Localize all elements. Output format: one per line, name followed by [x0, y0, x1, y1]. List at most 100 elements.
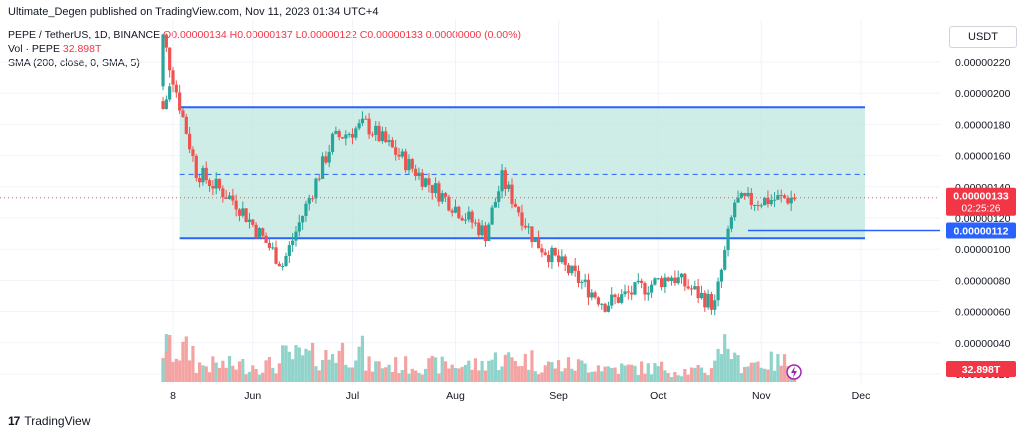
volume-bar — [423, 368, 428, 382]
volume-bar — [384, 367, 388, 382]
volume-bar — [197, 362, 202, 382]
candle-body — [560, 256, 564, 263]
candle-body — [267, 242, 271, 248]
volume-bar — [257, 374, 262, 382]
candle-body — [743, 192, 747, 197]
volume-bar — [254, 369, 258, 382]
candle-body — [334, 131, 338, 134]
candle-body — [739, 192, 743, 198]
candle-body — [271, 247, 275, 249]
volume-bar — [739, 373, 743, 382]
currency-unit-button[interactable]: USDT — [949, 26, 1017, 48]
volume-bar — [460, 366, 464, 382]
candle-body — [590, 292, 594, 298]
volume-bar — [616, 373, 620, 382]
candle-body — [583, 279, 587, 282]
volume-bar — [244, 374, 248, 382]
candle-body — [310, 198, 315, 200]
volume-bar — [207, 372, 212, 382]
candle-body — [457, 206, 461, 219]
candle-body — [686, 286, 690, 289]
volume-bar — [769, 351, 773, 382]
volume-bar — [450, 364, 454, 382]
volume-bar — [274, 373, 278, 382]
volume-bar — [470, 369, 474, 382]
volume-bar — [487, 360, 491, 382]
candle-body — [420, 172, 424, 187]
volume-bar — [354, 360, 358, 382]
time-axis[interactable]: 8 Jun Jul Aug Sep Oct Nov Dec — [170, 390, 870, 402]
candle-body — [543, 252, 547, 255]
candle-body — [168, 47, 172, 71]
candle-body — [776, 195, 780, 200]
candle-body — [194, 155, 198, 179]
candle-body — [673, 277, 677, 284]
volume-bar — [281, 345, 285, 382]
candle-body — [749, 192, 753, 206]
volume-bar — [523, 353, 527, 382]
legend-symbol[interactable]: PEPE / TetherUS, 1D, BINANCE — [8, 29, 161, 41]
legend-volume-label[interactable]: Vol · PEPE — [8, 43, 60, 55]
candle-body — [689, 288, 694, 290]
candle-body — [626, 291, 630, 293]
candle-body — [274, 247, 278, 264]
volume-bar — [600, 371, 604, 382]
candle-body — [314, 178, 318, 199]
volume-bar — [766, 369, 770, 382]
legend-sma-label[interactable]: SMA (200, close, 0, SMA, 5) — [8, 57, 140, 69]
volume-bar — [673, 372, 677, 382]
candle-body — [596, 297, 601, 305]
candle-body — [693, 286, 697, 290]
price-axis[interactable]: 0.00000220 0.00000200 0.00000180 0.00000160… — [955, 57, 1011, 381]
support-badge — [946, 222, 1016, 239]
candle-body — [477, 222, 481, 236]
candle-body — [364, 118, 368, 120]
volume-bar — [533, 371, 537, 382]
volume-bar — [463, 364, 468, 382]
volume-bar — [221, 360, 225, 382]
candle-body — [211, 186, 215, 189]
candle-body — [566, 264, 571, 274]
candle-body — [423, 178, 428, 187]
volume-bar — [344, 364, 348, 382]
volume-bar — [251, 365, 255, 382]
volume-bar — [467, 360, 471, 382]
candle-body — [576, 270, 581, 283]
candle-body — [161, 34, 165, 87]
volume-bar — [184, 336, 188, 382]
volume-bar — [447, 368, 451, 382]
volume-bar — [174, 358, 178, 382]
time-tick-label: Jul — [346, 390, 359, 402]
candle-body — [769, 199, 773, 205]
volume-bar — [350, 367, 355, 382]
candle-body — [450, 210, 454, 213]
last-price-label: 0.00000133 — [953, 191, 1009, 203]
candle-body — [669, 277, 674, 281]
price-tick-label: 0.00000100 — [955, 244, 1011, 256]
candle-body — [483, 225, 488, 242]
candle-body — [763, 197, 767, 206]
volume-bar — [178, 360, 182, 382]
volume-bar — [753, 362, 757, 382]
volume-bar — [633, 365, 637, 382]
price-tick-label: 0.00000120 — [955, 213, 1011, 225]
candle-body — [224, 197, 228, 199]
countdown-label: 02:25:26 — [962, 204, 1001, 215]
volume-bar — [357, 346, 361, 382]
volume-bar — [211, 356, 215, 382]
candle-body — [510, 184, 514, 204]
candle-body — [586, 279, 591, 298]
volume-bar — [483, 370, 488, 382]
candle-body — [174, 84, 178, 93]
volume-bar — [201, 365, 205, 382]
candle-body — [703, 292, 707, 308]
volume-bar — [653, 363, 657, 382]
candle-body — [527, 226, 531, 228]
volume-bar — [297, 347, 301, 382]
volume-bar — [703, 372, 707, 382]
candle-body — [470, 211, 474, 223]
candle-body — [440, 193, 444, 202]
level-lines — [0, 197, 940, 232]
